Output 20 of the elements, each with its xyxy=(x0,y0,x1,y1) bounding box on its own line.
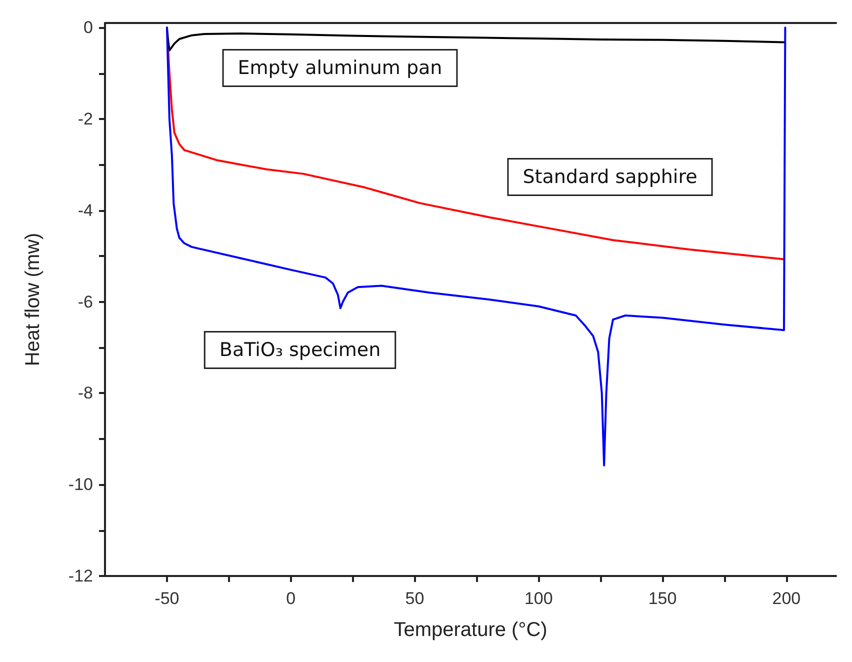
series-label: Empty aluminum pan xyxy=(238,57,442,79)
line-series xyxy=(166,26,786,466)
line-series xyxy=(167,49,785,260)
y-axis-title: Heat flow (mw) xyxy=(22,232,44,366)
y-tick-label: -4 xyxy=(78,200,93,220)
x-tick-label: 150 xyxy=(648,589,677,608)
x-tick-label: -50 xyxy=(154,589,180,608)
series-label: Standard sapphire xyxy=(522,166,698,188)
y-tick-label: -10 xyxy=(68,475,93,494)
text: BaTiO₃ specimen xyxy=(219,339,381,361)
x-axis-title: Temperature (°C) xyxy=(394,619,548,641)
x-tick-label: 0 xyxy=(286,589,296,608)
x-tick-label: 100 xyxy=(524,589,553,608)
y-tick-label: -2 xyxy=(78,109,93,128)
y-tick-label: -8 xyxy=(78,384,93,403)
x-tick-label: 50 xyxy=(405,589,424,608)
y-tick-label: -6 xyxy=(78,292,93,312)
y-tick-label: 0 xyxy=(84,18,93,38)
x-tick-label: 200 xyxy=(772,589,801,608)
y-tick-label: -12 xyxy=(68,566,93,586)
